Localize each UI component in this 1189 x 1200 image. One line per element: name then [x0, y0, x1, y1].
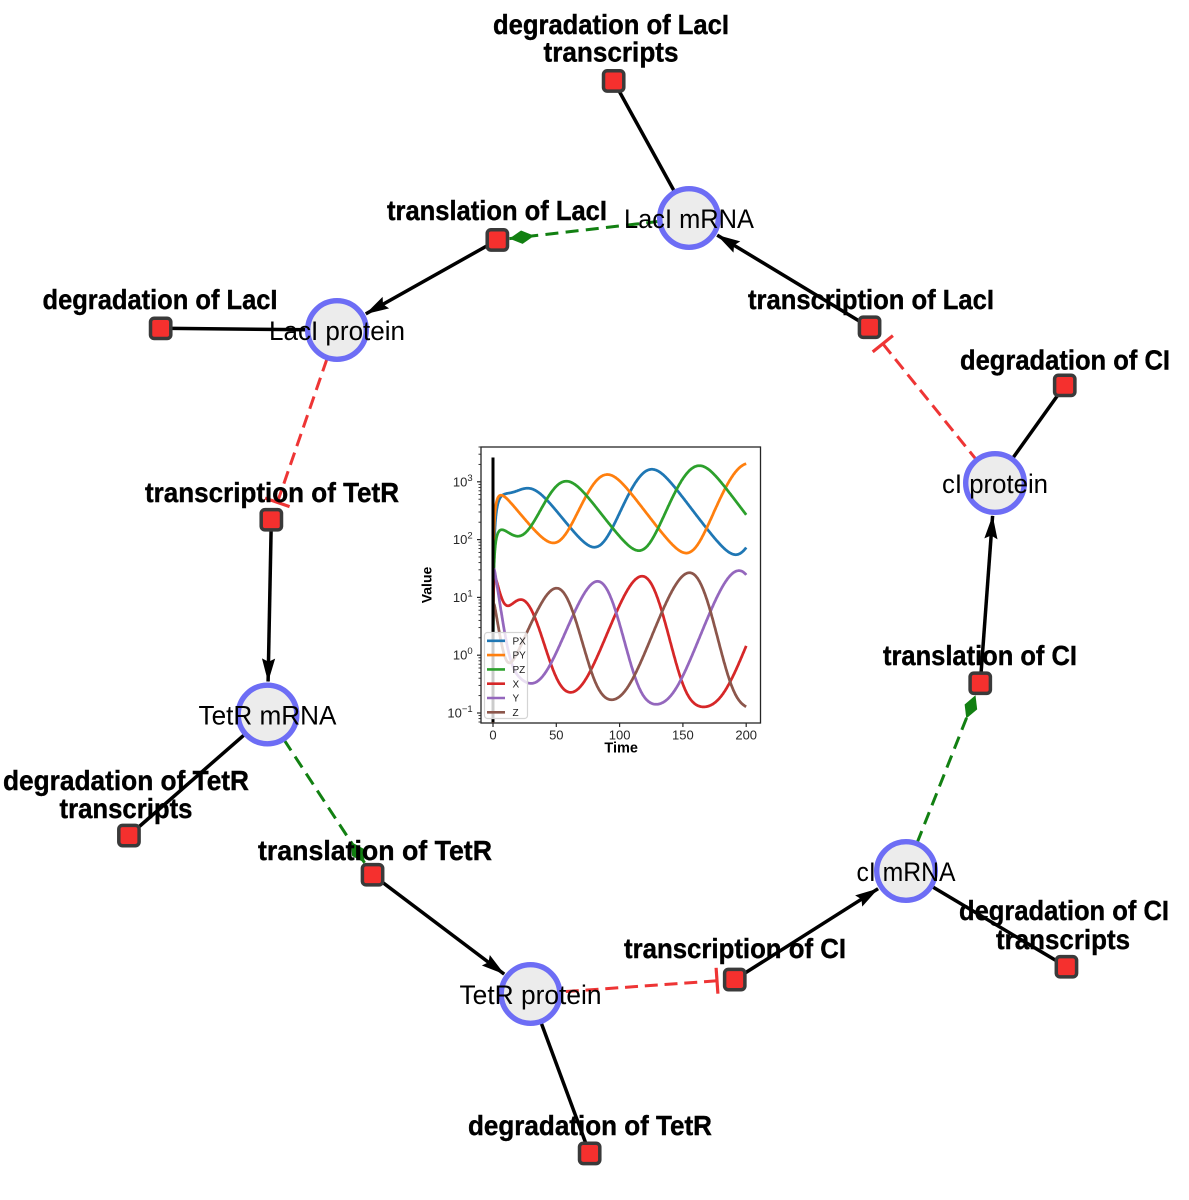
- svg-text:transcription of LacI: transcription of LacI: [748, 284, 994, 315]
- svg-text:X: X: [513, 679, 520, 690]
- svg-text:200: 200: [735, 728, 757, 743]
- svg-text:transcription of CI: transcription of CI: [624, 933, 846, 964]
- svg-text:transcripts: transcripts: [60, 793, 193, 824]
- svg-text:transcripts: transcripts: [544, 37, 679, 68]
- svg-text:0: 0: [489, 728, 496, 743]
- svg-text:degradation of TetR: degradation of TetR: [3, 765, 249, 796]
- svg-text:150: 150: [672, 728, 694, 743]
- svg-text:degradation of CI: degradation of CI: [960, 345, 1170, 376]
- svg-text:degradation of LacI: degradation of LacI: [493, 9, 729, 40]
- svg-text:translation of CI: translation of CI: [883, 640, 1077, 671]
- svg-text:cI mRNA: cI mRNA: [857, 857, 956, 887]
- svg-text:PZ: PZ: [513, 665, 526, 676]
- svg-text:LacI mRNA: LacI mRNA: [624, 204, 754, 234]
- svg-text:transcription of TetR: transcription of TetR: [145, 477, 399, 508]
- svg-text:Y: Y: [513, 694, 520, 705]
- svg-text:PY: PY: [513, 651, 527, 662]
- svg-text:LacI protein: LacI protein: [269, 316, 405, 346]
- svg-text:TetR mRNA: TetR mRNA: [199, 701, 337, 731]
- svg-text:TetR protein: TetR protein: [460, 980, 602, 1010]
- svg-text:100: 100: [609, 728, 631, 743]
- svg-text:PX: PX: [513, 636, 527, 647]
- svg-text:Value: Value: [419, 567, 435, 604]
- svg-text:Z: Z: [513, 708, 519, 719]
- svg-text:50: 50: [549, 728, 563, 743]
- svg-text:cI protein: cI protein: [942, 469, 1048, 499]
- svg-text:degradation of CI: degradation of CI: [959, 895, 1169, 926]
- svg-text:transcripts: transcripts: [996, 924, 1130, 955]
- svg-text:Time: Time: [604, 741, 638, 757]
- svg-text:translation of LacI: translation of LacI: [387, 195, 607, 226]
- svg-text:translation of TetR: translation of TetR: [258, 835, 492, 866]
- svg-text:degradation of LacI: degradation of LacI: [43, 284, 278, 315]
- svg-text:degradation of TetR: degradation of TetR: [468, 1110, 712, 1141]
